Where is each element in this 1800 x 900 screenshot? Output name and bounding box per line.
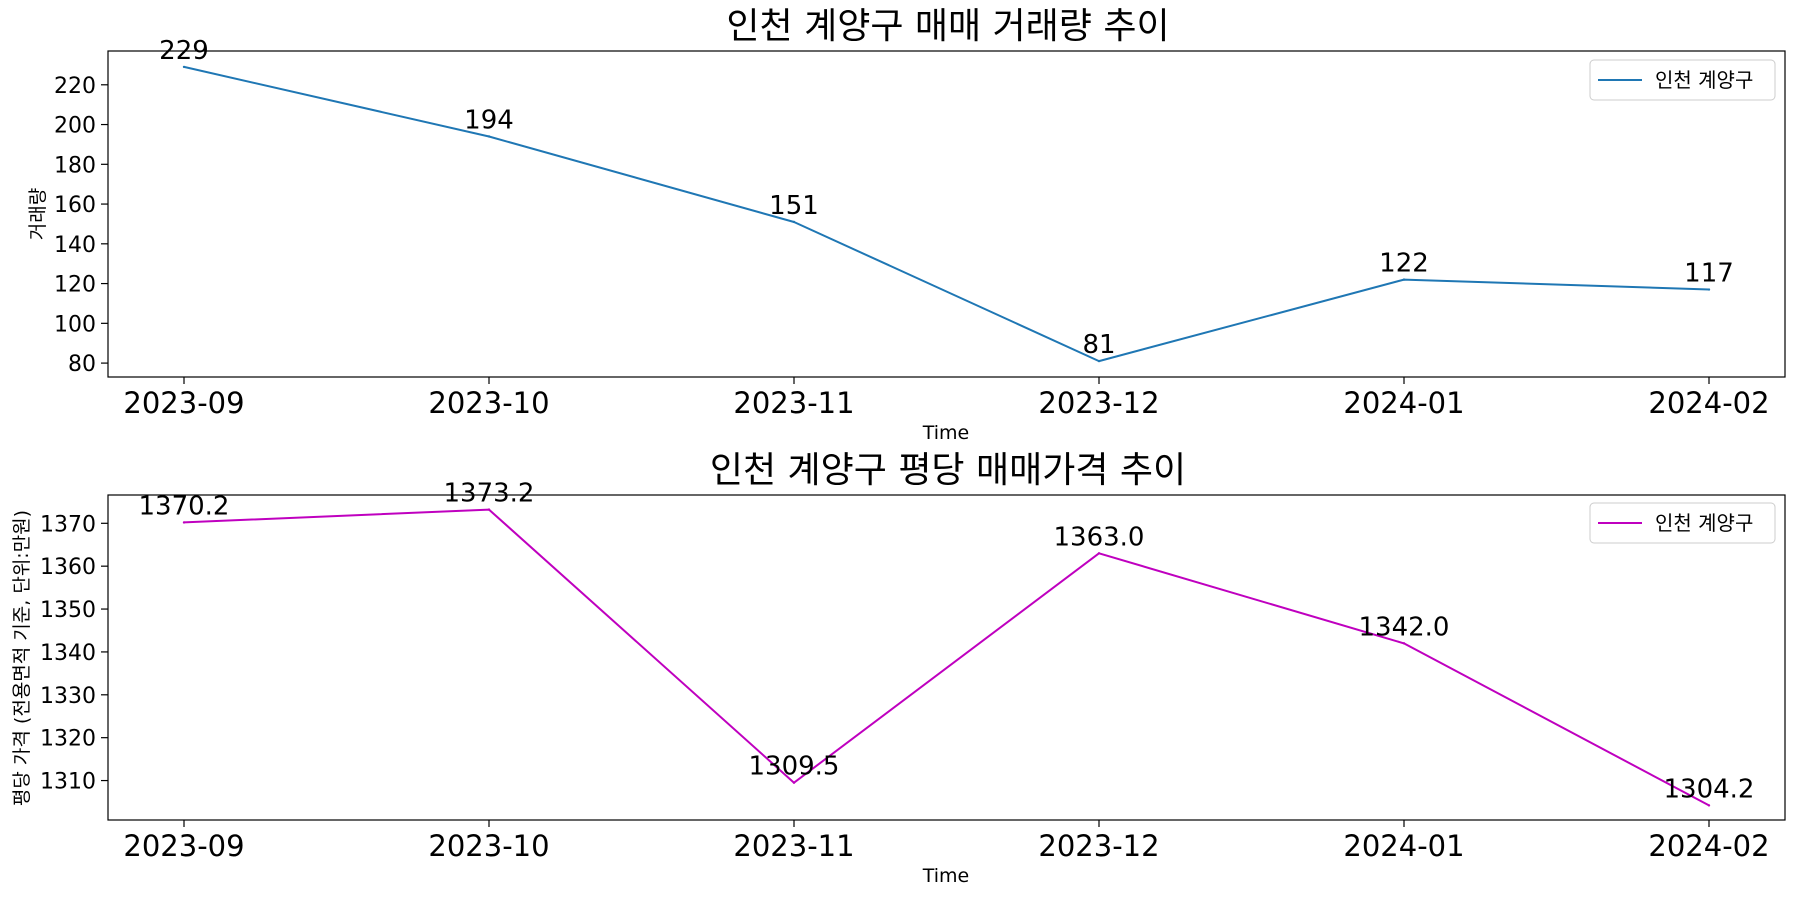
x-tick-label: 2023-12 bbox=[1038, 829, 1159, 863]
x-tick-label: 2023-12 bbox=[1038, 386, 1159, 420]
y-tick-label: 1370 bbox=[40, 512, 96, 537]
y-tick-label: 1310 bbox=[40, 770, 96, 795]
chart-title: 인천 계양구 평당 매매가격 추이 bbox=[710, 450, 1186, 491]
data-point bbox=[487, 135, 491, 138]
x-tick-label: 2023-09 bbox=[123, 829, 244, 863]
data-point bbox=[1707, 288, 1711, 291]
data-point bbox=[487, 508, 491, 511]
x-tick-label: 2023-10 bbox=[428, 386, 549, 420]
legend: 인천 계양구 bbox=[1589, 502, 1776, 544]
data-point bbox=[182, 65, 186, 69]
y-tick-label: 160 bbox=[54, 193, 96, 218]
y-tick-label: 220 bbox=[54, 74, 96, 99]
x-tick-label: 2024-02 bbox=[1648, 829, 1769, 863]
legend: 인천 계양구 bbox=[1589, 59, 1776, 101]
y-tick-label: 140 bbox=[54, 233, 96, 258]
y-axis-label: 평당 가격 (전용면적 기준, 단위:만원) bbox=[11, 510, 33, 806]
data-label: 81 bbox=[1082, 330, 1115, 360]
y-tick-label: 120 bbox=[54, 273, 96, 298]
y-tick-label: 1340 bbox=[40, 641, 96, 666]
x-tick-label: 2023-10 bbox=[428, 829, 549, 863]
data-label: 1309.5 bbox=[749, 752, 840, 782]
data-label-group: 1370.2 1373.2 1309.5 1363.0 1342.0 1304.2 bbox=[139, 479, 1755, 805]
data-point bbox=[1402, 278, 1406, 281]
legend-box bbox=[1589, 59, 1776, 101]
data-point bbox=[1097, 359, 1101, 363]
series-line bbox=[183, 508, 1710, 807]
x-tick-label: 2023-11 bbox=[733, 386, 854, 420]
legend-label: 인천 계양구 bbox=[1655, 511, 1753, 535]
series-group bbox=[182, 508, 1711, 807]
y-tick-label: 1320 bbox=[40, 727, 96, 752]
data-label: 117 bbox=[1684, 259, 1734, 289]
data-label: 229 bbox=[159, 36, 209, 66]
volume-chart: 인천 계양구 매매 거래량 추이 80 100 120 140 160 180 200 220… bbox=[27, 6, 1786, 444]
data-label: 1373.2 bbox=[444, 479, 535, 509]
x-tick-label: 2024-01 bbox=[1343, 386, 1464, 420]
y-tick-label: 1360 bbox=[40, 555, 96, 580]
data-label: 151 bbox=[769, 191, 819, 221]
data-point bbox=[792, 220, 796, 224]
x-tick-label: 2023-09 bbox=[123, 386, 244, 420]
data-label: 1304.2 bbox=[1664, 774, 1755, 804]
x-axis-label: Time bbox=[922, 865, 970, 887]
data-label: 122 bbox=[1379, 249, 1429, 279]
x-axis: 2023-09 2023-10 2023-11 2023-12 2024-01 2024-… bbox=[123, 377, 1770, 420]
y-axis: 80 100 120 140 160 180 200 220 bbox=[54, 74, 108, 377]
x-axis: 2023-09 2023-10 2023-11 2023-12 2024-01 2024-… bbox=[123, 820, 1770, 863]
y-axis-label: 거래량 bbox=[27, 188, 49, 240]
plot-area-frame bbox=[107, 494, 1786, 821]
data-point bbox=[1097, 552, 1101, 555]
y-tick-label: 100 bbox=[54, 312, 96, 337]
y-tick-label: 1330 bbox=[40, 684, 96, 709]
data-point bbox=[182, 521, 186, 524]
x-tick-label: 2024-02 bbox=[1648, 386, 1769, 420]
x-tick-label: 2023-11 bbox=[733, 829, 854, 863]
plot-area-frame bbox=[107, 50, 1786, 378]
data-point bbox=[1707, 804, 1711, 807]
data-label: 1363.0 bbox=[1054, 522, 1145, 552]
x-axis-label: Time bbox=[922, 422, 970, 444]
chart-title: 인천 계양구 매매 거래량 추이 bbox=[726, 6, 1169, 47]
data-label-group: 229 194 151 81 122 117 bbox=[159, 36, 1734, 360]
data-point bbox=[792, 781, 796, 784]
data-point bbox=[1402, 642, 1406, 645]
series-group bbox=[182, 65, 1711, 363]
data-label: 1370.2 bbox=[139, 491, 230, 521]
y-axis: 1310 1320 1330 1340 1350 1360 1370 bbox=[40, 512, 108, 795]
x-tick-label: 2024-01 bbox=[1343, 829, 1464, 863]
y-tick-label: 80 bbox=[68, 352, 96, 377]
y-tick-label: 1350 bbox=[40, 598, 96, 623]
series-line bbox=[183, 65, 1710, 363]
y-tick-label: 200 bbox=[54, 114, 96, 139]
price-chart: 인천 계양구 평당 매매가격 추이 1310132013301340135013… bbox=[11, 450, 1786, 887]
legend-box bbox=[1589, 502, 1776, 544]
y-tick-label: 180 bbox=[54, 153, 96, 178]
data-label: 1342.0 bbox=[1359, 612, 1450, 642]
data-label: 194 bbox=[464, 105, 514, 135]
legend-label: 인천 계양구 bbox=[1655, 68, 1753, 92]
